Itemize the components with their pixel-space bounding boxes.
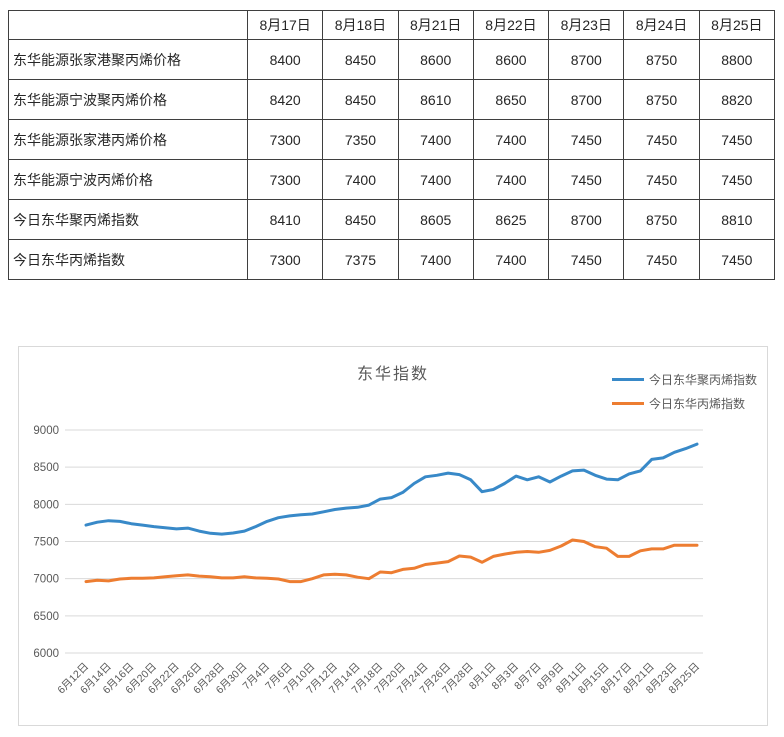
price-cell: 7400 [397,239,474,280]
legend-label: 今日东华聚丙烯指数 [648,373,757,387]
price-cell: 8700 [548,199,625,240]
price-cell: 8410 [246,199,324,240]
row-label: 东华能源张家港丙烯价格 [8,119,248,160]
table-row: 东华能源宁波丙烯价格 7300 7400 7400 7400 7450 7450 7450 [8,159,776,200]
chart-title: 东华指数 [356,366,429,383]
price-cell: 7450 [698,159,776,200]
row-label: 今日东华丙烯指数 [8,239,248,280]
price-cell: 7350 [322,119,399,160]
price-cell: 7300 [246,159,324,200]
price-cell: 7450 [548,119,625,160]
price-table: 8月17日 8月18日 8月21日 8月22日 8月23日 8月24日 8月25日 东华能源… [8,10,776,280]
row-label: 东华能源宁波丙烯价格 [8,159,248,200]
price-cell: 7450 [548,239,625,280]
price-cell: 8750 [623,199,700,240]
y-axis-tick-label: 6000 [33,648,59,660]
price-cell: 7400 [472,159,550,200]
row-label: 今日东华聚丙烯指数 [8,199,248,240]
table-row: 今日东华聚丙烯指数 8410 8450 8605 8625 8700 8750 8810 [8,199,776,240]
price-cell: 7300 [246,119,324,160]
price-cell: 8800 [698,39,776,80]
price-cell: 7450 [623,119,700,160]
table-row: 东华能源张家港聚丙烯价格 8400 8450 8600 8600 8700 8750 8800 [8,39,776,80]
table-column-header: 8月23日 [548,10,625,40]
price-cell: 8400 [246,39,324,80]
table-column-header: 8月17日 [246,10,324,40]
price-cell: 8600 [397,39,474,80]
price-cell: 7450 [623,159,700,200]
price-cell: 7400 [472,119,550,160]
price-cell: 7450 [698,239,776,280]
table-column-header: 8月24日 [623,10,700,40]
legend-entry-pp-index: 今日东华聚丙烯指数 [611,371,757,388]
price-cell: 7400 [397,159,474,200]
line-chart: 90008500800075007000650060006月12日6月14日6月… [33,425,703,696]
price-cell: 7450 [548,159,625,200]
y-axis-tick-label: 8500 [33,462,59,474]
table-column-header: 8月21日 [397,10,474,40]
table-row: 今日东华丙烯指数 7300 7375 7400 7400 7450 7450 7450 [8,239,776,280]
y-axis-tick-label: 9000 [33,425,59,437]
table-column-header: 8月22日 [472,10,550,40]
table-column-header: 8月25日 [698,10,776,40]
price-cell: 8610 [397,79,474,120]
price-cell: 7450 [698,119,776,160]
chart-legend: 今日东华聚丙烯指数 今日东华丙烯指数 [611,371,757,412]
y-axis-tick-label: 6500 [33,611,59,623]
legend-label: 今日东华丙烯指数 [648,397,745,411]
pp-index-line-swatch [611,378,644,381]
price-table-wrap: 8月17日 8月18日 8月21日 8月22日 8月23日 8月24日 8月25日 东华能源… [8,10,784,280]
price-cell: 8625 [472,199,550,240]
price-cell: 8700 [548,39,625,80]
pp-index-line [84,442,699,536]
legend-entry-propylene-index: 今日东华丙烯指数 [611,395,757,412]
row-label: 东华能源张家港聚丙烯价格 [8,39,248,80]
table-column-header [8,10,248,40]
price-cell: 8420 [246,79,324,120]
price-cell: 8450 [322,39,399,80]
table-column-header: 8月18日 [322,10,399,40]
price-cell: 8700 [548,79,625,120]
y-axis-tick-label: 8000 [33,499,59,511]
price-cell: 7400 [397,119,474,160]
price-cell: 8810 [698,199,776,240]
price-cell: 7450 [623,239,700,280]
row-label: 东华能源宁波聚丙烯价格 [8,79,248,120]
index-chart-panel: 东华指数 今日东华聚丙烯指数 今日东华丙烯指数 9000 8500 8000 7500… [18,346,768,726]
y-axis-tick-label: 7500 [33,537,59,549]
y-axis-tick-label: 7000 [33,574,59,586]
price-cell: 8650 [472,79,550,120]
propylene-index-line [84,538,699,584]
price-cell: 8600 [472,39,550,80]
price-cell: 7375 [322,239,399,280]
price-cell: 8450 [322,199,399,240]
price-cell: 8750 [623,39,700,80]
price-cell: 8750 [623,79,700,120]
price-cell: 7400 [472,239,550,280]
price-cell: 8820 [698,79,776,120]
table-header-row: 8月17日 8月18日 8月21日 8月22日 8月23日 8月24日 8月25日 [8,10,776,40]
price-cell: 7300 [246,239,324,280]
table-row: 东华能源张家港丙烯价格 7300 7350 7400 7400 7450 7450 7450 [8,119,776,160]
price-cell: 8605 [397,199,474,240]
propylene-index-line-swatch [611,402,644,405]
table-row: 东华能源宁波聚丙烯价格 8420 8450 8610 8650 8700 8750 8820 [8,79,776,120]
price-cell: 7400 [322,159,399,200]
price-cell: 8450 [322,79,399,120]
